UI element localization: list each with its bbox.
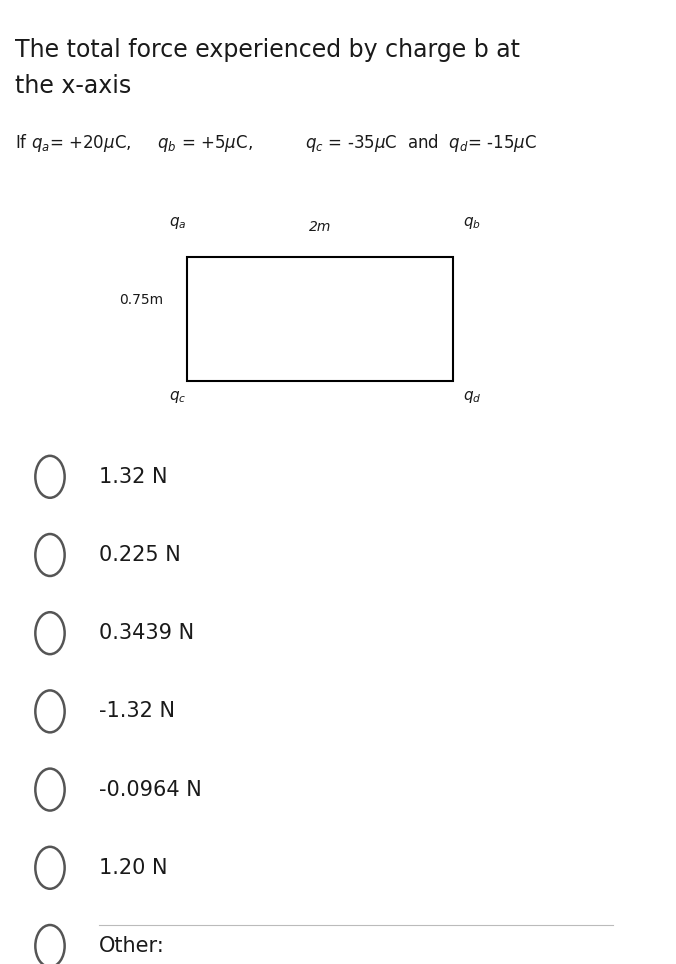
Text: $q_b$: $q_b$ xyxy=(463,215,481,230)
Text: $q_a$: $q_a$ xyxy=(169,215,187,230)
Text: $q_c$: $q_c$ xyxy=(169,389,187,405)
Text: 2m: 2m xyxy=(309,220,331,233)
Text: the x-axis: the x-axis xyxy=(15,74,131,98)
Bar xyxy=(187,257,453,382)
Text: 0.3439 N: 0.3439 N xyxy=(99,623,194,643)
Text: 1.20 N: 1.20 N xyxy=(99,858,167,878)
Text: -1.32 N: -1.32 N xyxy=(99,702,174,721)
Text: 0.225 N: 0.225 N xyxy=(99,545,180,565)
Text: 1.32 N: 1.32 N xyxy=(99,467,167,487)
Text: -0.0964 N: -0.0964 N xyxy=(99,780,201,799)
Text: 0.75m: 0.75m xyxy=(119,293,164,308)
Text: The total force experienced by charge b at: The total force experienced by charge b … xyxy=(15,39,520,62)
Text: Other:: Other: xyxy=(99,936,164,956)
Text: If $q_a$= +20$\mu$C,     $q_b$ = +5$\mu$C,          $q_c$ = -35$\mu$C  and  $q_d: If $q_a$= +20$\mu$C, $q_b$ = +5$\mu$C, $… xyxy=(15,132,537,153)
Text: $q_d$: $q_d$ xyxy=(463,389,482,405)
